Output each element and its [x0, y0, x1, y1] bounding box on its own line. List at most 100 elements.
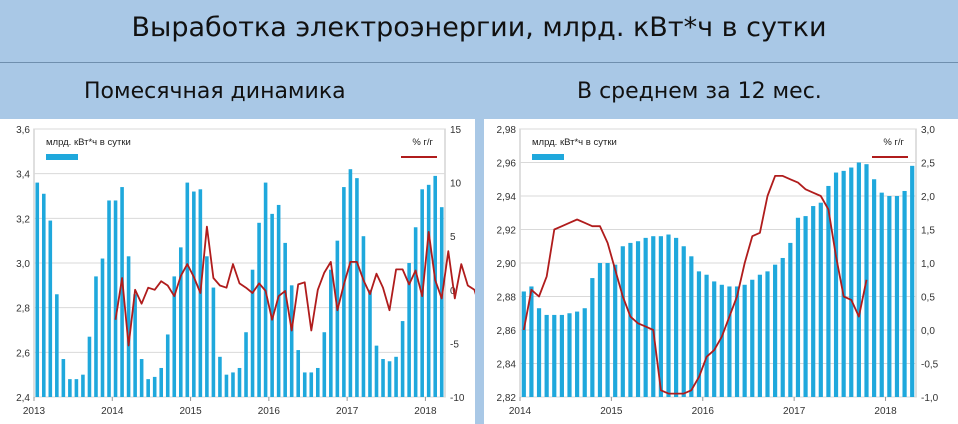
monthly-bar — [309, 372, 314, 397]
average-bar — [780, 257, 785, 397]
monthly-bar — [342, 187, 346, 397]
monthly-bar — [74, 379, 79, 397]
monthly-bar — [276, 204, 281, 397]
average-bar — [872, 179, 877, 397]
monthly-x-tick: 2018 — [414, 406, 437, 417]
monthly-bar — [394, 356, 398, 397]
average-y-right-tick: 0,0 — [921, 326, 935, 337]
monthly-y-right-tick: 5 — [450, 232, 456, 243]
average-bar — [811, 206, 816, 397]
monthly-bar — [237, 367, 242, 397]
average-bar — [628, 242, 633, 397]
page-title: Выработка электроэнергии, млрд. кВт*ч в … — [131, 12, 827, 43]
average-bar — [887, 196, 892, 397]
average-bar — [719, 284, 724, 397]
monthly-bar — [87, 336, 92, 397]
average-bar — [849, 167, 854, 397]
monthly-legend-line-label: % г/г — [412, 137, 433, 148]
average-bar — [643, 237, 648, 397]
average-bar — [613, 264, 618, 397]
monthly-bar — [61, 359, 66, 397]
average-y-right-tick: 1,5 — [921, 226, 935, 237]
average-bar — [597, 263, 603, 397]
average-bar — [788, 242, 793, 397]
monthly-bar — [296, 350, 301, 397]
monthly-y-right-tick: 10 — [450, 179, 462, 190]
monthly-x-tick: 2016 — [258, 406, 281, 417]
average-x-tick: 2018 — [874, 406, 897, 417]
monthly-bar — [433, 175, 438, 397]
monthly-bar — [322, 332, 327, 397]
average-bar — [521, 291, 526, 397]
monthly-y-right-tick: -5 — [450, 339, 459, 350]
monthly-bar — [413, 227, 418, 397]
average-bar — [651, 236, 656, 397]
monthly-y-left-tick: 2,8 — [16, 304, 30, 315]
monthly-y-left-tick: 2,4 — [16, 393, 30, 404]
average-y-left-tick: 2,86 — [497, 326, 517, 337]
average-x-tick: 2016 — [692, 406, 715, 417]
monthly-bar — [165, 334, 170, 397]
monthly-bar — [126, 256, 131, 397]
monthly-bar — [400, 321, 405, 397]
monthly-bar — [41, 193, 46, 397]
monthly-bar — [381, 359, 385, 397]
average-bar — [803, 216, 808, 397]
average-bar — [902, 190, 907, 397]
monthly-legend-bars-swatch — [46, 154, 78, 160]
average-y-right-tick: 0,5 — [921, 293, 935, 304]
average-bar — [742, 284, 747, 397]
average-bar — [773, 264, 778, 397]
average-y-left-tick: 2,94 — [497, 192, 517, 203]
monthly-bar — [231, 372, 235, 397]
monthly-y-left-tick: 3,6 — [16, 125, 30, 136]
average-bar — [712, 281, 717, 397]
average-bar — [666, 234, 671, 397]
average-legend-line-label: % г/г — [883, 137, 904, 148]
average-bar — [734, 286, 740, 397]
average-bar — [590, 278, 595, 397]
average-line-series — [522, 175, 868, 395]
monthly-bar — [218, 356, 222, 397]
monthly-bar — [335, 240, 340, 397]
panel-separator — [475, 119, 484, 424]
monthly-bar — [94, 276, 98, 397]
monthly-x-tick: 2013 — [23, 406, 46, 417]
monthly-bar — [329, 269, 333, 397]
monthly-bar — [224, 374, 229, 397]
average-bar — [727, 286, 732, 397]
average-bar — [582, 308, 587, 397]
monthly-bar — [55, 294, 59, 397]
average-legend-bars-swatch — [532, 154, 564, 160]
average-bar — [910, 165, 915, 397]
average-bar — [833, 172, 839, 397]
average-y-right-tick: 2,0 — [921, 192, 935, 203]
monthly-bar — [100, 258, 105, 397]
monthly-y-left-tick: 3,2 — [16, 214, 30, 225]
average-bar — [544, 314, 549, 397]
monthly-y-left-tick: 2,6 — [16, 348, 30, 359]
monthly-bar — [374, 345, 379, 397]
average-y-right-tick: 1,0 — [921, 259, 935, 270]
average-chart-panel: 2,82 2,84 2,86 2,88 2,90 2,92 2,94 2,96 2,98 -1,0… — [484, 119, 958, 424]
left-chart-title: Помесячная динамика — [84, 79, 346, 104]
monthly-bar — [211, 287, 216, 397]
monthly-bar — [426, 184, 431, 397]
monthly-bar — [146, 379, 150, 397]
monthly-bar — [120, 187, 124, 397]
monthly-bar — [387, 361, 392, 397]
monthly-bar — [368, 289, 372, 397]
average-y-right-tick: -1,0 — [921, 393, 939, 404]
average-bar — [559, 314, 564, 397]
monthly-x-tick: 2014 — [101, 406, 124, 417]
average-y-right-tick: 3,0 — [921, 125, 935, 136]
monthly-y-left-tick: 3,0 — [16, 259, 30, 270]
monthly-bar — [250, 269, 255, 397]
average-bar — [536, 308, 542, 397]
monthly-bar — [283, 242, 287, 397]
monthly-y-right-tick: 15 — [450, 125, 462, 136]
monthly-bar — [244, 332, 248, 397]
average-bar — [818, 202, 823, 397]
monthly-bar — [107, 200, 111, 397]
monthly-bar — [81, 374, 85, 397]
